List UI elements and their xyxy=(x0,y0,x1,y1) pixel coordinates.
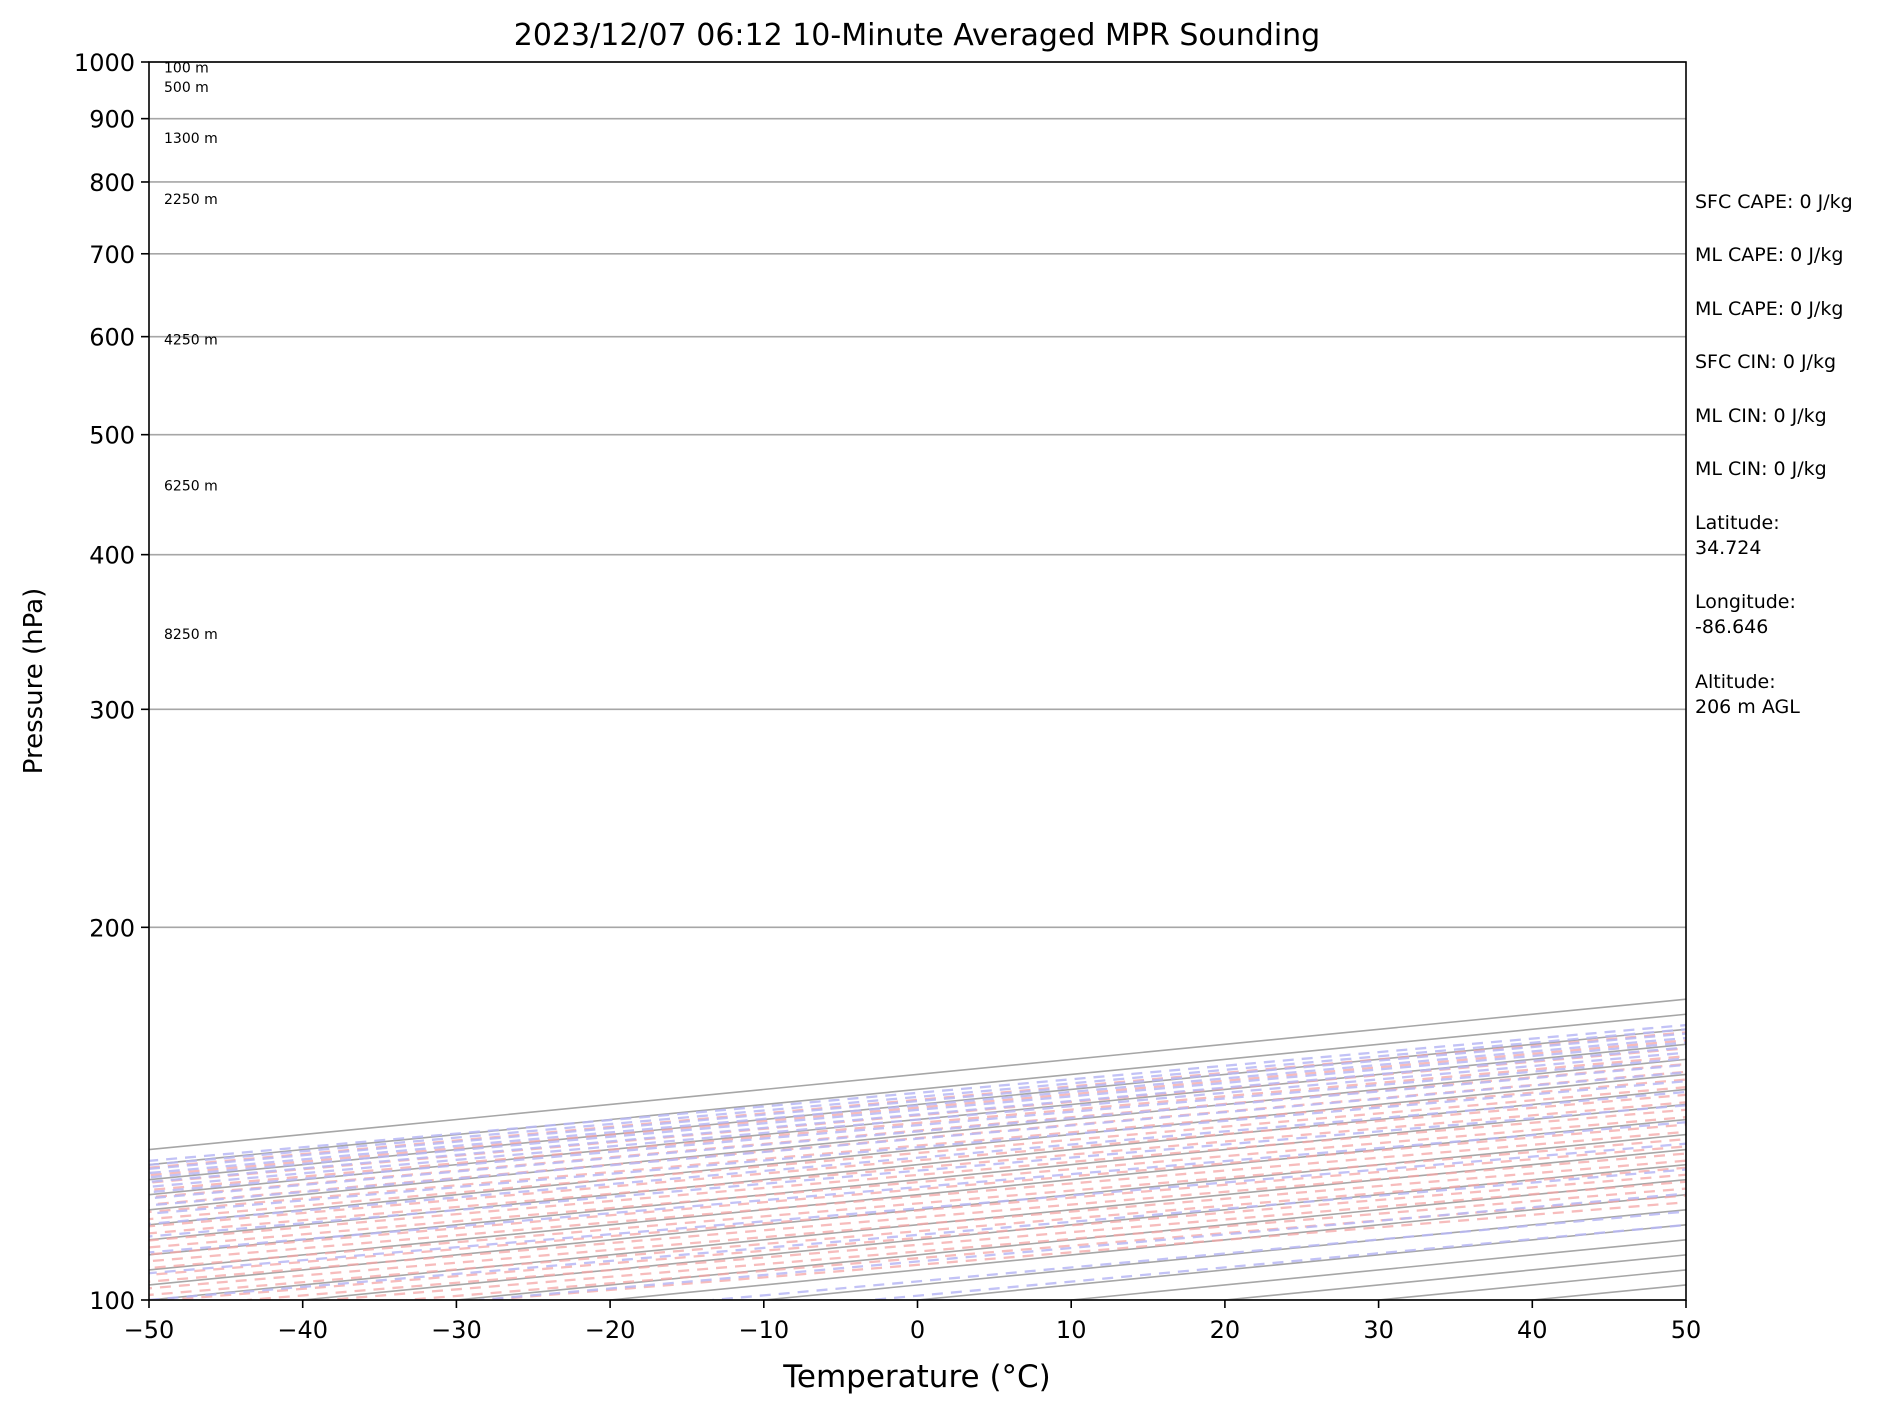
ml-cape-text-2: ML CAPE: 0 J/kg xyxy=(1695,298,1844,320)
dry-adiabat xyxy=(149,1062,1686,1199)
ml-cin-text: ML CIN: 0 J/kg xyxy=(1695,405,1827,427)
ml-cin-text-2: ML CIN: 0 J/kg xyxy=(1695,458,1827,480)
dry-adiabat xyxy=(149,1159,1686,1290)
height-label: 6250 m xyxy=(164,478,218,494)
y-tick-label: 1000 xyxy=(74,49,135,77)
isotherm-line xyxy=(456,1178,1686,1300)
moist-adiabat xyxy=(149,1046,1686,1184)
dry-adiabat xyxy=(149,1101,1686,1235)
isotherm-line xyxy=(149,1058,1686,1211)
dry-adiabat xyxy=(149,1031,1686,1169)
isotherm-line xyxy=(149,1043,1686,1196)
dry-adiabat xyxy=(149,1152,1686,1283)
y-axis-ticks: 100 200 300 400 500 600 700 800 900 1000 xyxy=(74,49,149,1315)
isotherm-line xyxy=(149,998,1686,1151)
moist-adiabat xyxy=(149,1090,1686,1226)
isotherm-line xyxy=(149,1103,1686,1256)
dry-adiabat xyxy=(149,1123,1686,1256)
dry-adiabat xyxy=(149,1116,1686,1249)
moist-adiabat xyxy=(149,1121,1686,1254)
x-tick-label: −50 xyxy=(124,1316,175,1344)
height-label: 500 m xyxy=(164,80,209,96)
dry-adiabat xyxy=(149,1047,1686,1184)
x-tick-label: 50 xyxy=(1671,1316,1702,1344)
y-tick-label: 300 xyxy=(89,696,135,724)
isotherm-line xyxy=(149,1073,1686,1226)
height-label: 1300 m xyxy=(164,131,218,147)
isotherm-line xyxy=(149,1088,1686,1241)
y-tick-label: 500 xyxy=(89,422,135,450)
y-tick-label: 600 xyxy=(89,324,135,352)
moist-adiabat xyxy=(149,1032,1686,1171)
moist-adiabat xyxy=(149,1063,1686,1200)
dry-adiabat xyxy=(149,1138,1686,1270)
moist-adiabat xyxy=(149,1071,1686,1207)
background-lines xyxy=(149,998,1686,1300)
dry-adiabat xyxy=(406,1194,1686,1300)
x-tick-label: 30 xyxy=(1363,1316,1394,1344)
moist-adiabat xyxy=(149,1028,1686,1167)
dry-adiabat xyxy=(149,1130,1686,1263)
isotherm-line xyxy=(149,1133,1686,1286)
height-label: 8250 m xyxy=(164,627,218,643)
sfc-cape-text: SFC CAPE: 0 J/kg xyxy=(1695,191,1853,213)
moist-adiabat xyxy=(149,1057,1686,1194)
y-tick-label: 700 xyxy=(89,241,135,269)
longitude-text: Longitude: -86.646 xyxy=(1695,591,1796,638)
x-tick-label: 40 xyxy=(1517,1316,1548,1344)
y-tick-label: 100 xyxy=(89,1287,135,1315)
y-tick-label: 900 xyxy=(89,106,135,134)
x-tick-label: 10 xyxy=(1056,1316,1087,1344)
moist-adiabat xyxy=(149,1023,1686,1163)
dry-adiabat xyxy=(149,1145,1686,1277)
moist-adiabat xyxy=(149,1080,1686,1215)
isotherm-line xyxy=(149,1118,1686,1271)
dry-adiabat xyxy=(149,1039,1686,1177)
y-axis-label: Pressure (hPa) xyxy=(19,588,49,775)
altitude-text: Altitude: 206 m AGL xyxy=(1695,671,1800,718)
dry-adiabat xyxy=(149,1078,1686,1214)
isotherm-line xyxy=(149,1028,1686,1181)
x-tick-label: −10 xyxy=(738,1316,789,1344)
ml-cape-text: ML CAPE: 0 J/kg xyxy=(1695,244,1844,266)
x-tick-label: 20 xyxy=(1210,1316,1241,1344)
moist-adiabat xyxy=(149,1041,1686,1179)
height-label: 100 m xyxy=(164,60,209,76)
moist-adiabat xyxy=(149,1142,1686,1275)
y-tick-label: 800 xyxy=(89,169,135,197)
y-tick-label: 200 xyxy=(89,914,135,942)
dry-adiabat xyxy=(149,1055,1686,1192)
height-labels: 8250 m 6250 m 4250 m 2250 m 1300 m 500 m 100 m xyxy=(164,60,218,643)
dry-adiabat xyxy=(149,1093,1686,1228)
height-label: 2250 m xyxy=(164,192,218,208)
x-axis-label: Temperature (°C) xyxy=(782,1359,1051,1395)
height-label: 4250 m xyxy=(164,332,218,348)
x-tick-label: −20 xyxy=(585,1316,636,1344)
moist-adiabat xyxy=(149,1104,1686,1238)
dry-adiabat xyxy=(149,1108,1686,1242)
x-axis-ticks: −50 −40 −30 −20 −10 0 10 20 30 40 50 xyxy=(124,1300,1702,1344)
moist-adiabat xyxy=(149,1036,1686,1175)
isotherm-line xyxy=(302,1163,1686,1300)
chart-title: 2023/12/07 06:12 10-Minute Averaged MPR … xyxy=(514,18,1320,53)
dry-adiabat xyxy=(149,1086,1686,1221)
x-tick-label: 0 xyxy=(910,1316,925,1344)
isotherm-line xyxy=(149,1013,1686,1166)
y-tick-label: 400 xyxy=(89,542,135,570)
moist-adiabat xyxy=(149,1051,1686,1188)
x-tick-label: −40 xyxy=(277,1316,328,1344)
sfc-cin-text: SFC CIN: 0 J/kg xyxy=(1695,351,1837,373)
latitude-text: Latitude: 34.724 xyxy=(1695,512,1780,559)
dry-adiabat xyxy=(149,1070,1686,1206)
x-tick-label: −30 xyxy=(431,1316,482,1344)
